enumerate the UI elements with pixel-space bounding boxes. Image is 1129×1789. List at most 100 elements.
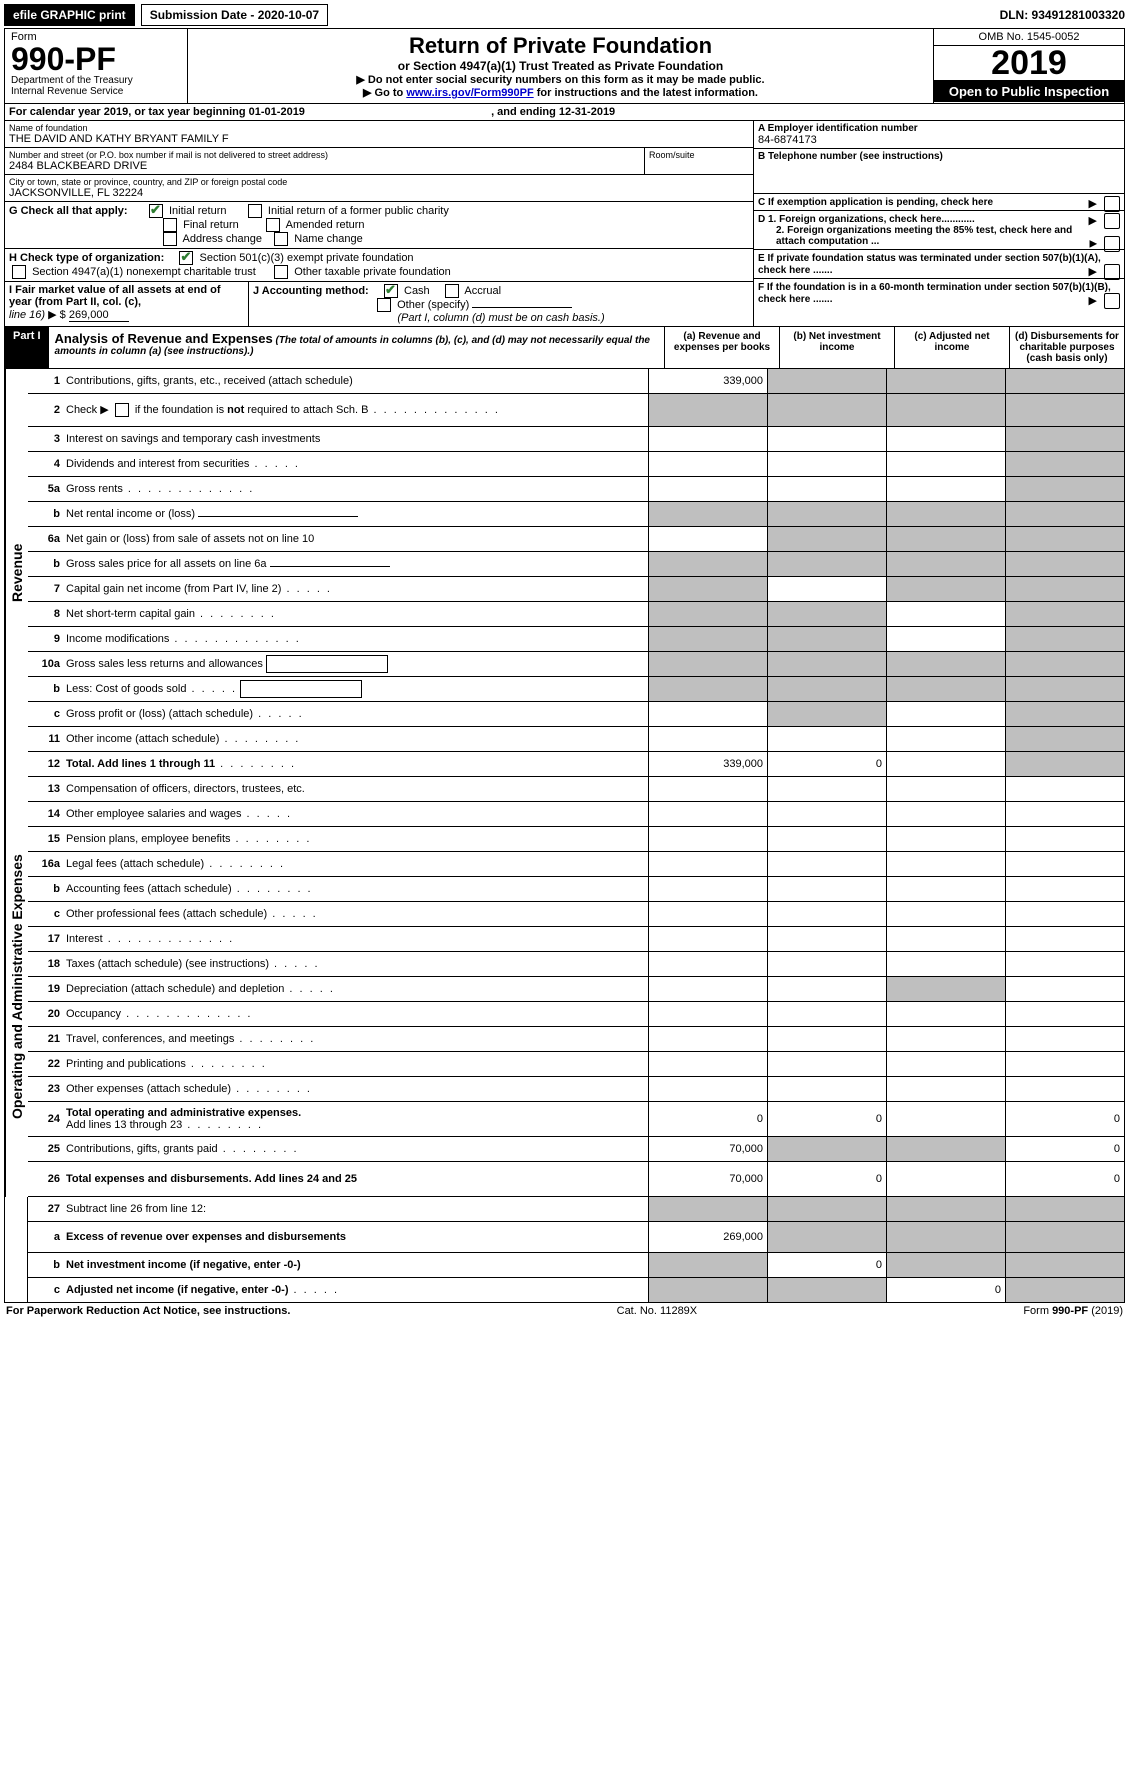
l22-d: Printing and publications <box>66 1058 648 1070</box>
header-row: Form 990-PF Department of the Treasury I… <box>5 29 1124 104</box>
chk-name[interactable] <box>274 232 288 246</box>
l19-d: Depreciation (attach schedule) and deple… <box>66 983 648 995</box>
chk-initial[interactable] <box>149 204 163 218</box>
l12-d: Total. Add lines 1 through 11 <box>66 758 648 770</box>
l13-d: Compensation of officers, directors, tru… <box>66 783 648 795</box>
chk-c[interactable] <box>1104 196 1120 212</box>
l16a-d: Legal fees (attach schedule) <box>66 858 648 870</box>
chk-d1[interactable] <box>1104 213 1120 229</box>
l20-n: 20 <box>28 1008 66 1020</box>
l12-a: 339,000 <box>648 752 767 776</box>
col-c-hdr: (c) Adjusted net income <box>894 327 1009 368</box>
chk-initial-former[interactable] <box>248 204 262 218</box>
chk-d2[interactable] <box>1104 236 1120 252</box>
l12-n: 12 <box>28 758 66 770</box>
g-label: G Check all that apply: <box>9 205 128 217</box>
chk-address[interactable] <box>163 232 177 246</box>
l27b-b: 0 <box>767 1253 886 1277</box>
l17-d: Interest <box>66 933 648 945</box>
l1-a: 339,000 <box>648 369 767 393</box>
dept-irs: Internal Revenue Service <box>11 86 181 97</box>
l5a-n: 5a <box>28 483 66 495</box>
instr2-post: for instructions and the latest informat… <box>534 87 758 99</box>
l10c-d: Gross profit or (loss) (attach schedule) <box>66 708 648 720</box>
instruction-2: ▶ Go to www.irs.gov/Form990PF for instru… <box>194 86 927 99</box>
l6a-n: 6a <box>28 533 66 545</box>
footer-mid: Cat. No. 11289X <box>617 1305 698 1317</box>
g-row: G Check all that apply: Initial return I… <box>5 202 753 249</box>
l8-d: Net short-term capital gain <box>66 608 648 620</box>
l25-dv: 0 <box>1005 1137 1124 1161</box>
l27c-d: Adjusted net income (if negative, enter … <box>66 1284 648 1296</box>
g-initial: Initial return <box>169 205 226 217</box>
i-label1: I Fair market value of all assets at end… <box>9 284 221 308</box>
chk-e[interactable] <box>1104 264 1120 280</box>
l27b-d: Net investment income (if negative, ente… <box>66 1259 648 1271</box>
instr2-pre: Go to <box>375 87 407 99</box>
room-label: Room/suite <box>649 150 749 160</box>
l16c-n: c <box>28 908 66 920</box>
j-label: J Accounting method: <box>253 285 369 297</box>
h-row: H Check type of organization: Section 50… <box>5 249 753 282</box>
l26-b: 0 <box>767 1162 886 1196</box>
part1-label: Part I <box>5 327 49 368</box>
l16c-d: Other professional fees (attach schedule… <box>66 908 648 920</box>
d-row: D 1. Foreign organizations, check here..… <box>754 211 1124 250</box>
f-row: F If the foundation is in a 60-month ter… <box>754 279 1124 307</box>
l3-n: 3 <box>28 433 66 445</box>
l22-n: 22 <box>28 1058 66 1070</box>
l23-d: Other expenses (attach schedule) <box>66 1083 648 1095</box>
l26-n: 26 <box>28 1173 66 1185</box>
efile-button[interactable]: efile GRAPHIC print <box>4 4 135 26</box>
cal-mid: , and ending <box>491 106 559 118</box>
i-amount: 269,000 <box>69 309 129 322</box>
g-address: Address change <box>183 233 263 245</box>
c-label: C If exemption application is pending, c… <box>758 197 993 208</box>
col-d-hdr: (d) Disbursements for charitable purpose… <box>1009 327 1124 368</box>
g-initial-former: Initial return of a former public charit… <box>268 205 449 217</box>
chk-other-tax[interactable] <box>274 265 288 279</box>
l25-a: 70,000 <box>648 1137 767 1161</box>
chk-4947[interactable] <box>12 265 26 279</box>
l16a-n: 16a <box>28 858 66 870</box>
l14-n: 14 <box>28 808 66 820</box>
l27a-a: 269,000 <box>648 1222 767 1252</box>
chk-accrual[interactable] <box>445 284 459 298</box>
h-4947: Section 4947(a)(1) nonexempt charitable … <box>32 266 256 278</box>
irs-link[interactable]: www.irs.gov/Form990PF <box>406 87 533 99</box>
l2-n: 2 <box>28 404 66 416</box>
c-row: C If exemption application is pending, c… <box>754 194 1124 211</box>
submission-button[interactable]: Submission Date - 2020-10-07 <box>141 4 328 26</box>
l10b-d: Less: Cost of goods sold <box>66 680 648 698</box>
l18-n: 18 <box>28 958 66 970</box>
l7-n: 7 <box>28 583 66 595</box>
l6b-n: b <box>28 558 66 570</box>
chk-amended[interactable] <box>266 218 280 232</box>
entity-section: Name of foundation THE DAVID AND KATHY B… <box>5 121 1124 327</box>
l10a-d: Gross sales less returns and allowances <box>66 655 648 673</box>
l10c-n: c <box>28 708 66 720</box>
chk-final[interactable] <box>163 218 177 232</box>
instruction-1: Do not enter social security numbers on … <box>194 73 927 86</box>
chk-501c3[interactable] <box>179 251 193 265</box>
part1-title: Analysis of Revenue and Expenses <box>55 331 273 346</box>
l9-n: 9 <box>28 633 66 645</box>
revenue-section: Revenue 1Contributions, gifts, grants, e… <box>5 369 1124 777</box>
l5b-n: b <box>28 508 66 520</box>
l10b-n: b <box>28 683 66 695</box>
calendar-row: For calendar year 2019, or tax year begi… <box>5 104 1124 121</box>
name-label: Name of foundation <box>9 123 749 133</box>
j-cash: Cash <box>404 285 430 297</box>
col-b-hdr: (b) Net investment income <box>779 327 894 368</box>
l3-d: Interest on savings and temporary cash i… <box>66 433 648 445</box>
chk-cash[interactable] <box>384 284 398 298</box>
chk-other-method[interactable] <box>377 298 391 312</box>
j-accrual: Accrual <box>464 285 501 297</box>
e-row: E If private foundation status was termi… <box>754 250 1124 279</box>
chk-f[interactable] <box>1104 293 1120 309</box>
l5a-d: Gross rents <box>66 483 648 495</box>
footer-left: For Paperwork Reduction Act Notice, see … <box>6 1305 290 1317</box>
l27c-c: 0 <box>886 1278 1005 1302</box>
chk-schb[interactable] <box>115 403 129 417</box>
l4-d: Dividends and interest from securities <box>66 458 648 470</box>
